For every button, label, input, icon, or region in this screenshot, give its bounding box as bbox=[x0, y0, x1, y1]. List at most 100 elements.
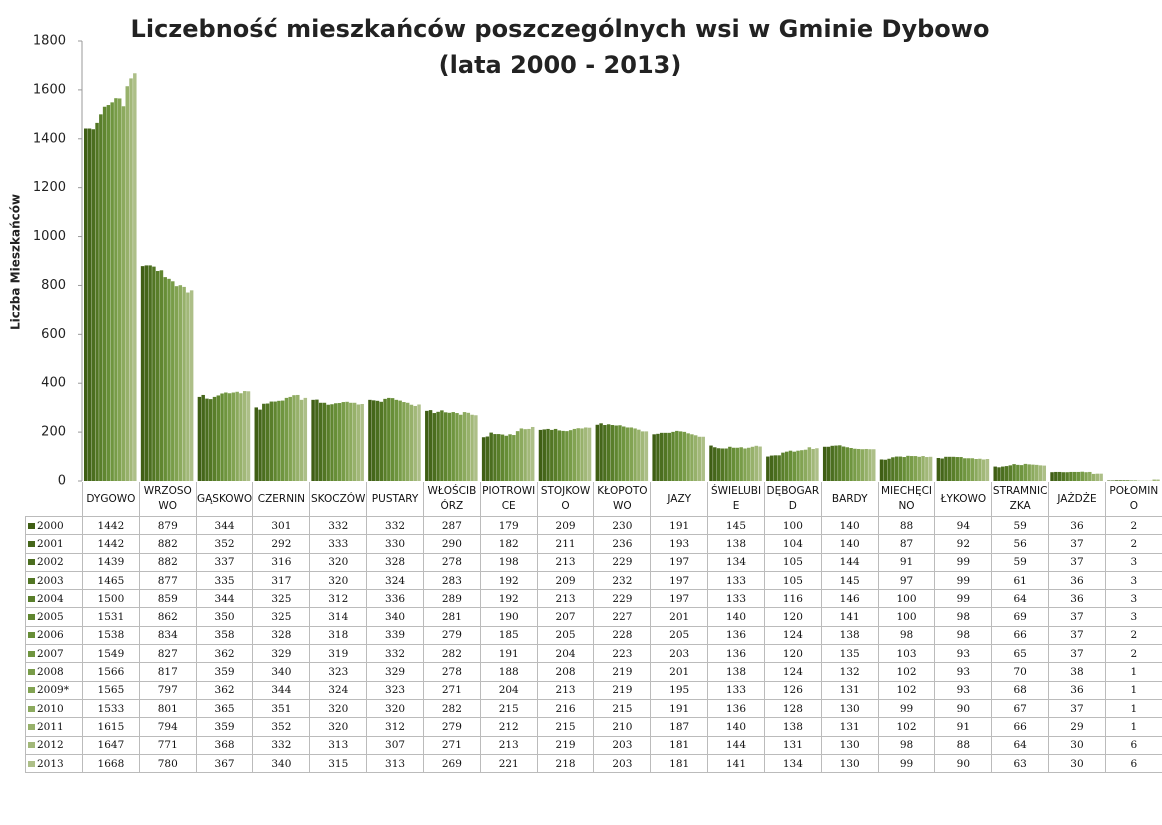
bar bbox=[845, 447, 850, 481]
legend-entry: 2007 bbox=[25, 644, 83, 664]
bar bbox=[390, 398, 395, 481]
table-cell: 99 bbox=[934, 570, 993, 591]
table-cell: 332 bbox=[309, 515, 368, 536]
table-cell: 124 bbox=[763, 662, 822, 682]
table-cell: 38 bbox=[1048, 662, 1106, 682]
table-cell: 325 bbox=[252, 607, 311, 627]
table-cell: 90 bbox=[934, 698, 993, 719]
bar bbox=[872, 449, 876, 481]
bar bbox=[409, 404, 414, 481]
table-cell: 228 bbox=[593, 625, 652, 646]
bar bbox=[792, 451, 796, 481]
table-cell: 56 bbox=[991, 534, 1050, 554]
table-cell: 188 bbox=[479, 662, 538, 682]
table-cell: 197 bbox=[650, 552, 709, 572]
bar bbox=[171, 281, 175, 481]
bar bbox=[474, 415, 478, 481]
table-cell: 30 bbox=[1048, 753, 1106, 774]
table-cell: 879 bbox=[138, 515, 197, 536]
x-tick-label: KŁOPOTOWO bbox=[593, 482, 652, 517]
table-cell: 340 bbox=[366, 607, 424, 627]
y-axis-label: Liczba Mieszkańców bbox=[9, 194, 23, 330]
bar bbox=[599, 423, 603, 481]
bar bbox=[493, 434, 497, 481]
table-cell: 6 bbox=[1104, 735, 1162, 755]
table-cell: 352 bbox=[195, 534, 254, 554]
table-cell: 314 bbox=[309, 607, 368, 627]
bar bbox=[652, 434, 656, 481]
table-cell: 187 bbox=[650, 717, 709, 737]
bar bbox=[1016, 464, 1020, 481]
bar bbox=[826, 446, 831, 481]
bar bbox=[258, 409, 262, 481]
legend-label: 2002 bbox=[37, 556, 64, 569]
table-cell: 203 bbox=[650, 644, 709, 664]
bar bbox=[887, 458, 891, 481]
legend-entry: 2013 bbox=[25, 753, 83, 774]
bar bbox=[262, 403, 266, 481]
bar bbox=[394, 399, 399, 481]
table-cell: 68 bbox=[991, 680, 1050, 700]
table-cell: 91 bbox=[877, 552, 936, 572]
table-cell: 320 bbox=[309, 570, 368, 591]
legend-label: 2004 bbox=[37, 592, 64, 605]
table-row: 2013 1668 780 367 340 315 313 269 221 218 203 181 14… bbox=[25, 753, 1162, 774]
table-cell: 362 bbox=[195, 644, 254, 664]
table-cell: 209 bbox=[536, 515, 595, 536]
table-cell: 37 bbox=[1048, 625, 1106, 646]
bar bbox=[1004, 466, 1009, 481]
table-cell: 278 bbox=[422, 662, 481, 682]
table-cell: 332 bbox=[366, 644, 424, 664]
table-cell: 102 bbox=[877, 662, 936, 682]
x-tick-label: JAZY bbox=[650, 482, 709, 517]
table-cell: 315 bbox=[309, 753, 368, 774]
table-cell: 359 bbox=[195, 662, 254, 682]
bar bbox=[709, 445, 713, 481]
bar bbox=[766, 456, 770, 481]
table-cell: 834 bbox=[138, 625, 197, 646]
table-cell: 146 bbox=[820, 589, 879, 609]
x-tick-label: POŁOMINO bbox=[1104, 482, 1162, 517]
table-cell: 290 bbox=[422, 534, 481, 554]
bar bbox=[265, 403, 270, 481]
table-cell: 36 bbox=[1048, 680, 1106, 700]
bar bbox=[451, 412, 455, 481]
bar bbox=[443, 412, 448, 481]
table-cell: 128 bbox=[763, 698, 822, 719]
table-cell: 134 bbox=[707, 552, 765, 572]
bar bbox=[330, 404, 334, 481]
bar bbox=[489, 432, 493, 481]
table-cell: 365 bbox=[195, 698, 254, 719]
bar bbox=[622, 426, 626, 481]
table-cell: 211 bbox=[536, 534, 595, 554]
x-tick-label: PUSTARY bbox=[366, 482, 424, 517]
table-cell: 66 bbox=[991, 625, 1050, 646]
data-table: DYGOWO WRZOSOWO GĄSKOWO CZERNIN SKOCZÓW PUSTA… bbox=[25, 482, 1162, 774]
table-cell: 92 bbox=[934, 534, 993, 554]
table-cell: 140 bbox=[820, 515, 879, 536]
table-row: 2006 1538 834 358 328 318 339 279 185 205 228 205 13… bbox=[25, 625, 1162, 646]
bar bbox=[129, 78, 133, 482]
table-cell: 351 bbox=[252, 698, 311, 719]
bar bbox=[731, 447, 736, 481]
bar bbox=[728, 446, 732, 481]
table-cell: 212 bbox=[479, 717, 538, 737]
bar bbox=[747, 447, 751, 481]
table-cell: 328 bbox=[366, 552, 424, 572]
table-cell: 140 bbox=[820, 534, 879, 554]
table-cell: 99 bbox=[877, 698, 936, 719]
table-cell: 138 bbox=[820, 625, 879, 646]
table-cell: 227 bbox=[593, 607, 652, 627]
table-cell: 198 bbox=[479, 552, 538, 572]
legend-swatch bbox=[28, 650, 35, 657]
corner bbox=[26, 482, 83, 517]
bar bbox=[311, 399, 315, 481]
bar bbox=[1091, 473, 1096, 481]
table-cell: 2 bbox=[1104, 644, 1162, 664]
bar bbox=[1031, 464, 1035, 481]
bar bbox=[856, 448, 861, 481]
table-cell: 1442 bbox=[82, 534, 140, 554]
bar bbox=[1065, 472, 1069, 481]
bar bbox=[1054, 471, 1058, 481]
bar bbox=[860, 449, 865, 481]
